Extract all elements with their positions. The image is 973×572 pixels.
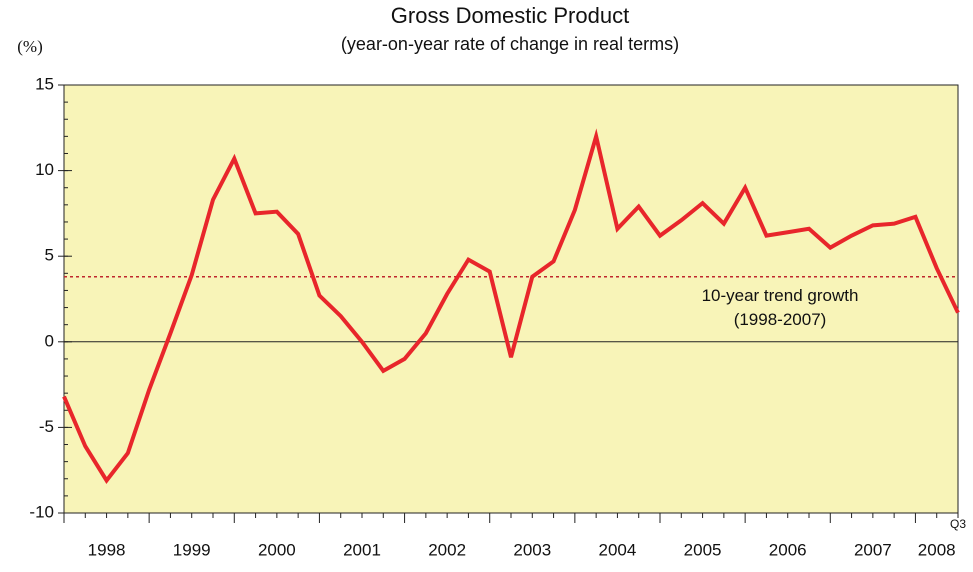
chart-title: Gross Domestic Product (391, 3, 629, 28)
x-tick-label: 2006 (769, 540, 807, 559)
x-tick-label: 1998 (88, 540, 126, 559)
x-tick-label: 2008 (918, 540, 956, 559)
last-point-label: Q3 (950, 517, 966, 531)
y-tick-label: 5 (45, 246, 54, 265)
data-line (62, 128, 960, 484)
x-tick-label: 2004 (599, 540, 637, 559)
trend-sublabel: (1998-2007) (734, 310, 827, 329)
x-tick-label: 2002 (428, 540, 466, 559)
y-tick-label: -5 (39, 417, 54, 436)
y-tick-label: -10 (29, 502, 54, 521)
x-tick-label: 2000 (258, 540, 296, 559)
y-tick-label: 10 (35, 160, 54, 179)
x-tick-label: 1999 (173, 540, 211, 559)
y-axis-label: (%) (17, 37, 42, 56)
x-tick-label: 2003 (513, 540, 551, 559)
y-tick-label: 15 (35, 74, 54, 93)
x-tick-label: 2001 (343, 540, 381, 559)
x-tick-label: 2005 (684, 540, 722, 559)
trend-label: 10-year trend growth (702, 286, 859, 305)
x-tick-label: 2007 (854, 540, 892, 559)
chart-subtitle: (year-on-year rate of change in real ter… (341, 34, 679, 54)
y-tick-label: 0 (45, 331, 54, 350)
plot-area (63, 84, 959, 514)
